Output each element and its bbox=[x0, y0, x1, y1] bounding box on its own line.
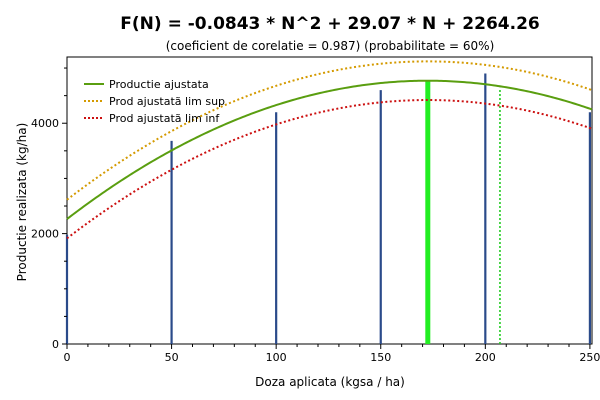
legend-label-1: Prod ajustatã lim sup bbox=[109, 95, 225, 108]
x-tick-label: 150 bbox=[370, 351, 391, 364]
x-tick-label: 50 bbox=[165, 351, 179, 364]
y-axis-title: Productie realizata (kg/ha) bbox=[15, 123, 29, 282]
x-tick-label: 100 bbox=[266, 351, 287, 364]
y-tick-label: 4000 bbox=[31, 117, 59, 130]
plot-frame bbox=[66, 56, 593, 345]
legend-label-0: Productie ajustata bbox=[109, 78, 209, 91]
x-tick-label: 0 bbox=[64, 351, 71, 364]
series-line-0 bbox=[66, 79, 593, 220]
x-tick-label: 250 bbox=[579, 351, 600, 364]
x-axis-title: Doza aplicata (kgsa / ha) bbox=[255, 375, 405, 389]
legend-label-2: Prod ajustatã lim inf bbox=[109, 112, 220, 125]
y-tick-label: 2000 bbox=[31, 228, 59, 241]
x-tick-label: 200 bbox=[475, 351, 496, 364]
plot-area: 0 50 100 150 200 250 0 2000 4000 bbox=[31, 56, 600, 364]
y-tick-label: 0 bbox=[52, 338, 59, 351]
chart-subtitle: (coeficient de corelatie = 0.987) (proba… bbox=[166, 39, 495, 53]
legend: Productie ajustata Prod ajustatã lim sup P… bbox=[84, 78, 225, 125]
chart-title: F(N) = -0.0843 * N^2 + 29.07 * N + 2264.… bbox=[120, 14, 539, 34]
